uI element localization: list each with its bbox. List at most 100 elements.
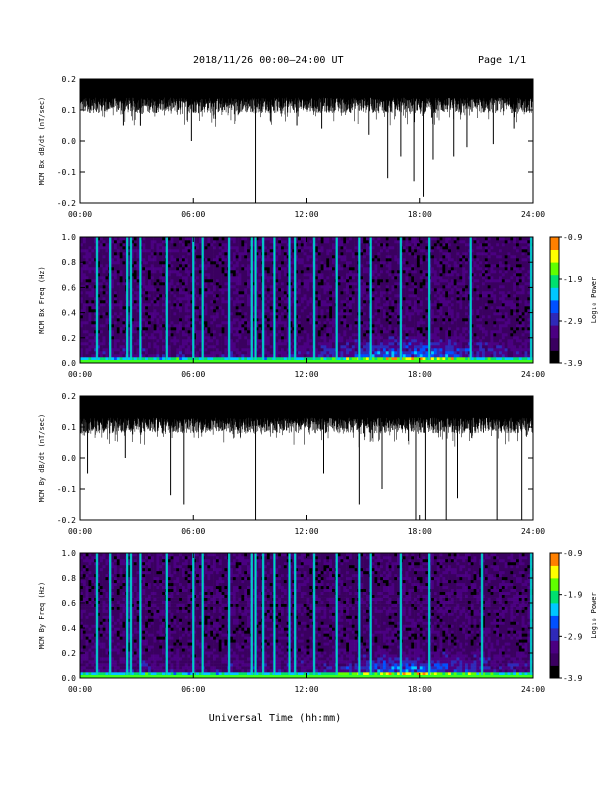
- spectrogram-cell: [266, 324, 270, 328]
- spectrogram-cell: [329, 249, 333, 253]
- spectrogram-cell: [283, 273, 287, 277]
- spectrogram-cell: [281, 303, 285, 307]
- spectrogram-cell: [82, 321, 86, 325]
- spectrogram-cell: [340, 255, 344, 259]
- spectrogram-cell: [363, 282, 367, 286]
- spectrogram-cell: [343, 279, 347, 283]
- spectrogram-cell: [281, 324, 285, 328]
- spectrogram-cell: [235, 306, 239, 310]
- spectrogram-cell: [363, 255, 367, 259]
- spectrogram-cell: [323, 324, 327, 328]
- spectrogram-cell: [119, 318, 123, 322]
- spectrogram-cell: [351, 261, 355, 265]
- spectrogram-cell: [179, 306, 183, 310]
- spectrogram-cell: [266, 240, 270, 244]
- spectrogram-cell: [207, 300, 211, 304]
- spectrogram-cell: [198, 303, 203, 307]
- spectrogram-cell: [181, 345, 186, 349]
- spectrogram-cell: [380, 354, 384, 358]
- spectrogram-cell: [286, 264, 290, 268]
- spectrogram-cell: [360, 294, 364, 298]
- spectrogram-cell: [198, 243, 203, 247]
- spectrogram-cell: [326, 261, 330, 265]
- spectrogram-cell: [136, 312, 140, 316]
- spectrogram-cell: [193, 246, 197, 250]
- spectrogram-cell: [235, 270, 239, 274]
- spectrogram-cell: [348, 270, 353, 274]
- spectrogram-cell: [230, 243, 234, 247]
- spectrogram-cell: [244, 279, 248, 283]
- spectrogram-cell: [303, 351, 307, 355]
- spectrogram-cell: [314, 291, 319, 295]
- spectrogram-cell: [213, 354, 217, 358]
- spectrogram-cell: [133, 309, 137, 313]
- spectrogram-cell: [354, 252, 358, 256]
- spectrogram-cell: [181, 321, 186, 325]
- spectrogram-cell: [159, 276, 163, 280]
- spectrogram-cell: [96, 354, 101, 358]
- spectrogram-cell: [113, 345, 118, 349]
- spectrogram-cell: [128, 342, 132, 346]
- spectrogram-cell: [176, 255, 180, 259]
- spectrogram-cell: [218, 327, 222, 331]
- spectrogram-cell: [286, 246, 290, 250]
- spectrogram-cell: [354, 336, 358, 340]
- spectrogram-cell: [116, 345, 120, 349]
- spectrogram-cell: [88, 354, 92, 358]
- spectrogram-cell: [102, 348, 106, 352]
- spectrogram-cell: [198, 336, 203, 340]
- spectrogram-cell: [116, 246, 120, 250]
- spectrogram-cell: [298, 354, 302, 358]
- spectrogram-cell: [320, 339, 324, 343]
- spectrogram-cell: [309, 249, 313, 253]
- spectrogram-cell: [193, 333, 197, 337]
- spectrogram-cell: [252, 333, 256, 337]
- spectrogram-cell: [111, 312, 115, 316]
- spectrogram-cell: [170, 348, 174, 352]
- spectrogram-cell: [193, 285, 197, 289]
- spectrogram-cell: [159, 300, 163, 304]
- spectrogram-cell: [300, 285, 304, 289]
- spectrogram-cell: [397, 294, 401, 298]
- spectrogram-cell: [162, 348, 166, 352]
- spectrogram-cell: [411, 276, 415, 280]
- spectrogram-cell: [204, 237, 208, 241]
- spectrogram-cell: [136, 351, 140, 355]
- spectrogram-cell: [162, 357, 166, 361]
- spectrogram-cell: [360, 264, 364, 268]
- spectrogram-cell: [329, 333, 333, 337]
- spectrogram-cell: [408, 255, 412, 259]
- spectrogram-cell: [159, 330, 163, 334]
- spectrogram-cell: [198, 348, 203, 352]
- spectrogram-cell: [218, 246, 222, 250]
- spectrogram-cell: [360, 330, 364, 334]
- spectrogram-cell: [266, 321, 270, 325]
- spectrogram-cell: [300, 252, 304, 256]
- spectrogram-cell: [385, 303, 389, 307]
- spectrogram-cell: [281, 309, 285, 313]
- spectrogram-cell: [314, 348, 319, 352]
- spectrogram-cell: [111, 306, 115, 310]
- spectrogram-cell: [82, 285, 86, 289]
- spectrogram-cell: [244, 342, 248, 346]
- spectrogram-cell: [232, 300, 237, 304]
- spectrogram-cell: [365, 345, 370, 349]
- spectrogram-cell: [170, 279, 174, 283]
- spectrogram-cell: [147, 249, 152, 253]
- spectrogram-cell: [184, 357, 188, 361]
- spectrogram-cell: [298, 252, 302, 256]
- spectrogram-cell: [82, 240, 86, 244]
- spectrogram-cell: [408, 306, 412, 310]
- spectrogram-cell: [119, 339, 123, 343]
- spectrogram-cell: [295, 246, 299, 250]
- spectrogram-cell: [82, 291, 86, 295]
- spectrogram-cell: [193, 330, 197, 334]
- spectrogram-cell: [162, 279, 166, 283]
- spectrogram-cell: [289, 249, 293, 253]
- spectrogram-cell: [193, 297, 197, 301]
- spectrogram-cell: [365, 276, 370, 280]
- spectrogram-cell: [196, 282, 200, 286]
- spectrogram-cell: [122, 285, 126, 289]
- spectrogram-cell: [365, 318, 370, 322]
- spectrogram-cell: [94, 279, 98, 283]
